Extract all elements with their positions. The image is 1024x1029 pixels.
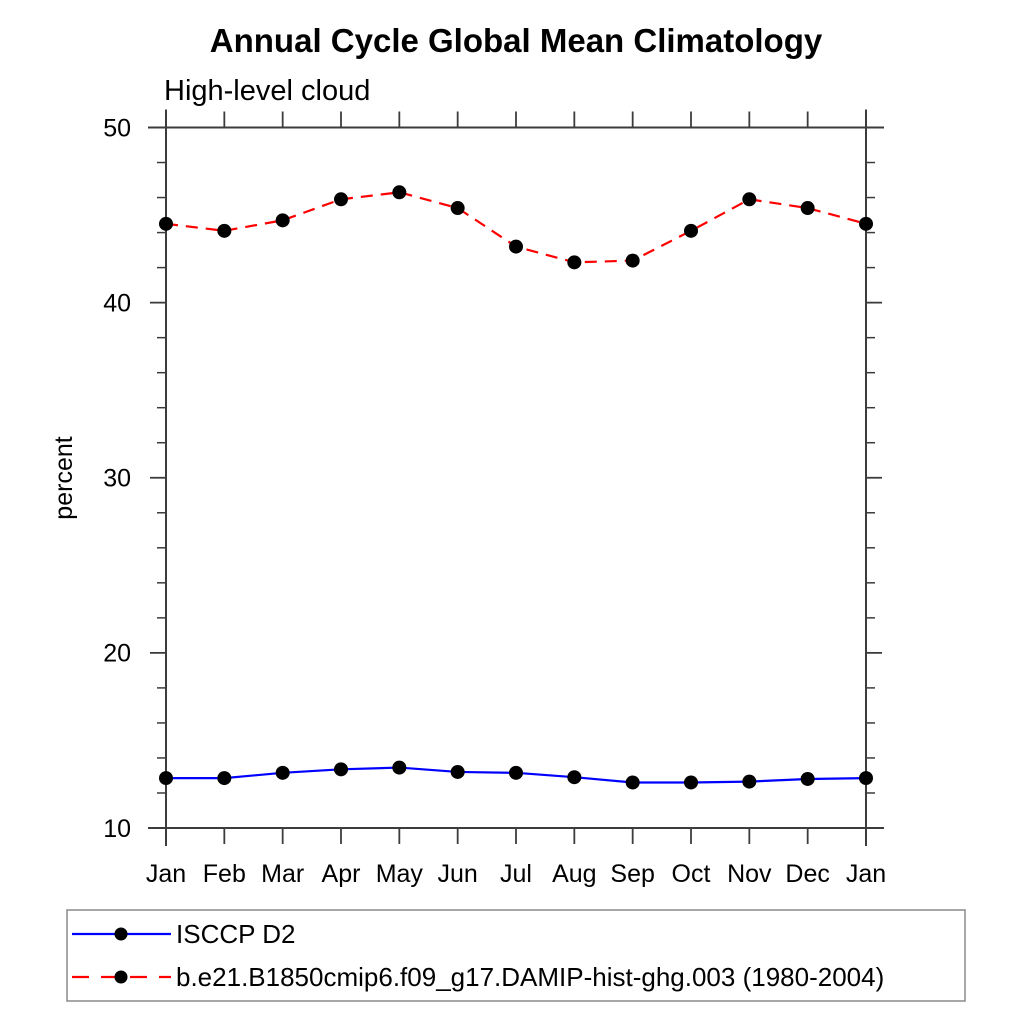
series-0-marker: [800, 771, 815, 786]
x-tick-label: Nov: [727, 860, 772, 888]
x-tick-label: Dec: [785, 860, 829, 888]
series-0-marker: [159, 771, 173, 786]
series-0-marker: [217, 771, 232, 786]
series-0-marker: [742, 774, 757, 789]
x-tick-label: Jan: [146, 860, 186, 888]
legend-item: b.e21.B1850cmip6.f09_g17.DAMIP-hist-ghg.…: [72, 962, 884, 992]
x-tick-label: Apr: [322, 860, 361, 888]
series-1-marker: [275, 213, 290, 228]
legend-marker: [114, 927, 128, 941]
series-1-marker: [567, 255, 582, 270]
legend-box: [66, 909, 966, 1002]
legend-marker: [114, 970, 128, 984]
y-tick-label: 30: [103, 465, 131, 493]
data-series: [159, 185, 873, 790]
series-1-marker: [159, 216, 173, 231]
y-axis-label: percent: [50, 436, 78, 519]
y-tick-label: 10: [103, 815, 131, 843]
legend-label: b.e21.B1850cmip6.f09_g17.DAMIP-hist-ghg.…: [176, 962, 884, 992]
axes-frame: Jan Feb Mar Apr May Jun Jul Aug Sep Oct Nov Dec Jan 1…: [103, 109, 886, 888]
series-1-marker: [509, 239, 523, 254]
series-1-marker: [392, 185, 407, 200]
x-tick-label: May: [376, 860, 424, 888]
y-tick-label: 20: [103, 640, 131, 668]
series-0-marker: [859, 771, 873, 786]
series-1-marker: [859, 216, 873, 231]
series-0-marker: [392, 760, 407, 775]
chart-subtitle: High-level cloud: [164, 75, 370, 107]
x-tick-label: Mar: [261, 860, 304, 888]
x-tick-label: Sep: [610, 860, 654, 888]
chart-title: Annual Cycle Global Mean Climatology: [210, 22, 823, 59]
series-0-marker: [684, 775, 698, 790]
series-1-marker: [800, 201, 815, 216]
legend: ISCCP D2 b.e21.B1850cmip6.f09_g17.DAMIP-h…: [66, 909, 966, 1002]
series-1-marker: [742, 192, 757, 207]
series-0-marker: [450, 764, 465, 779]
series-0-marker: [509, 765, 523, 780]
x-tick-label: Aug: [552, 860, 596, 888]
series-0-marker: [625, 775, 640, 790]
series-1-marker: [450, 201, 465, 216]
series-1-marker: [684, 223, 698, 238]
series-0-marker: [334, 762, 348, 777]
x-tick-label: Oct: [672, 860, 711, 888]
series-0-marker: [567, 770, 582, 785]
series-1-marker: [625, 253, 640, 268]
x-tick-label: Jan: [846, 860, 886, 888]
legend-label: ISCCP D2: [176, 919, 295, 949]
x-tick-label: Jul: [500, 860, 532, 888]
series-1-marker: [217, 223, 232, 238]
series-0-marker: [275, 765, 290, 780]
series-1-marker: [334, 192, 348, 207]
legend-item: ISCCP D2: [72, 919, 295, 949]
y-tick-label: 50: [103, 114, 131, 142]
y-tick-label: 40: [103, 289, 131, 317]
x-tick-label: Jun: [438, 860, 478, 888]
x-tick-label: Feb: [203, 860, 246, 888]
